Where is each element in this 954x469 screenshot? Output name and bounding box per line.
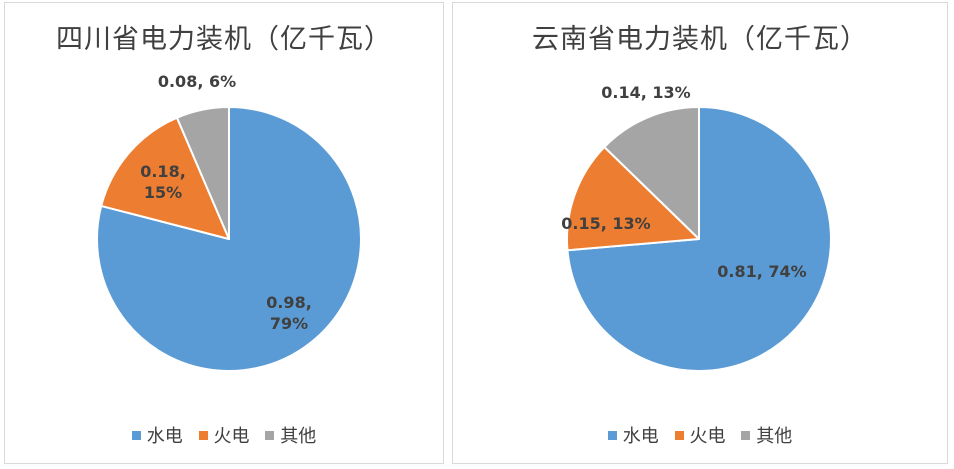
data-label-hydro: 0.98, 79% xyxy=(266,293,312,333)
pie-chart-yunnan: 0.81, 74% 0.15, 13% 0.14, 13% xyxy=(561,83,832,372)
legend-label-thermal: 火电 xyxy=(213,426,250,447)
data-label-other: 0.08, 6% xyxy=(158,72,236,91)
legend: 水电 火电 其他 xyxy=(453,422,947,448)
chart-panel-sichuan: 四川省电力装机（亿千瓦） 0.98, 79% 0.18, 15% 0.08, 6% 水电… xyxy=(4,2,444,464)
legend-label-hydro: 水电 xyxy=(146,426,183,447)
legend: 水电 火电 其他 xyxy=(5,422,443,448)
pie-chart-sichuan: 0.98, 79% 0.18, 15% 0.08, 6% xyxy=(96,72,362,372)
legend-item-hydro: 水电 xyxy=(131,422,183,448)
pie-slice-thermal xyxy=(566,146,700,252)
data-label-thermal: 0.15, 13% xyxy=(561,214,650,233)
legend-swatch-other xyxy=(265,430,275,440)
legend-item-thermal: 火电 xyxy=(198,422,250,448)
data-label-other: 0.14, 13% xyxy=(601,83,690,102)
chart-panel-yunnan: 云南省电力装机（亿千瓦） 0.81, 74% 0.15, 13% 0.14, 13%… xyxy=(452,2,948,464)
legend-swatch-other xyxy=(741,430,751,440)
legend-item-hydro: 水电 xyxy=(607,422,659,448)
pie-slice-thermal xyxy=(100,116,230,240)
legend-item-other: 其他 xyxy=(265,422,316,448)
chart-title: 云南省电力装机（亿千瓦） xyxy=(532,24,868,55)
chart-title: 四川省电力装机（亿千瓦） xyxy=(56,24,392,55)
legend-item-thermal: 火电 xyxy=(674,422,726,448)
data-label-hydro: 0.81, 74% xyxy=(717,262,806,281)
legend-swatch-hydro xyxy=(131,430,141,440)
legend-label-hydro: 水电 xyxy=(622,426,659,447)
legend-label-thermal: 火电 xyxy=(689,426,726,447)
legend-label-other: 其他 xyxy=(280,426,317,447)
data-label-thermal: 0.18, 15% xyxy=(140,162,186,202)
legend-swatch-thermal xyxy=(674,430,684,440)
pie-slice-other xyxy=(603,106,700,240)
legend-swatch-thermal xyxy=(198,430,208,440)
pie-slice-other xyxy=(175,106,230,240)
legend-swatch-hydro xyxy=(607,430,617,440)
legend-item-other: 其他 xyxy=(741,422,792,448)
legend-label-other: 其他 xyxy=(756,426,793,447)
